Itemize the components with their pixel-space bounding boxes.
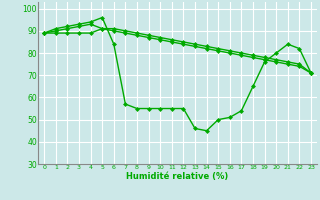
X-axis label: Humidité relative (%): Humidité relative (%) xyxy=(126,172,229,181)
